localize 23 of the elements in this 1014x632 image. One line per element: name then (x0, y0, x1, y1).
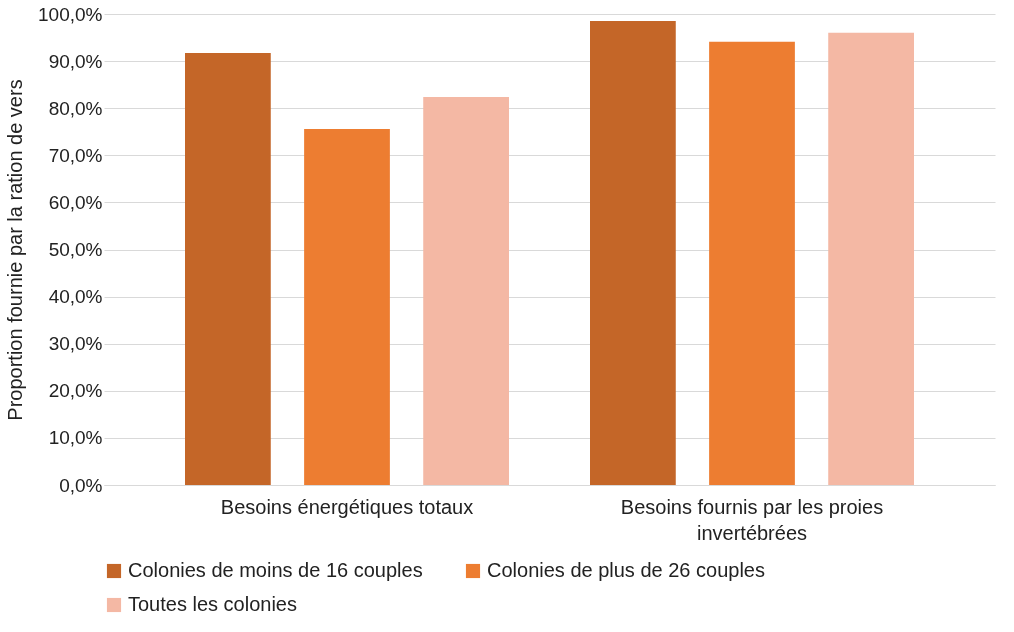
y-tick-label: 0,0% (59, 474, 103, 496)
y-tick-label: 100,0% (38, 3, 103, 25)
y-tick-label: 90,0% (48, 50, 103, 72)
bar (304, 128, 390, 485)
y-tick-label: 50,0% (48, 239, 103, 260)
y-tick-label: 70,0% (48, 144, 103, 166)
x-tick-label: Besoins énergétiques totaux (220, 495, 474, 518)
bar (423, 96, 509, 485)
y-tick-label: 10,0% (48, 427, 103, 449)
legend-label: Colonies de moins de 16 couples (128, 559, 423, 581)
bar (185, 53, 271, 485)
y-axis-title: Proportion fournie par la ration de vers (4, 79, 27, 421)
y-tick-label: 40,0% (48, 286, 103, 308)
legend-label: Toutes les colonies (128, 593, 297, 615)
bar (590, 21, 676, 485)
y-tick-label: 30,0% (48, 333, 103, 355)
legend-label: Colonies de plus de 26 couples (487, 559, 765, 581)
x-tick-label: Besoins fournis par les proies invertébrées (620, 495, 884, 544)
y-tick-label: 20,0% (48, 380, 103, 402)
bar (828, 32, 914, 485)
bar (709, 41, 795, 485)
y-tick-label: 80,0% (48, 97, 103, 119)
y-tick-label: 60,0% (48, 191, 103, 213)
